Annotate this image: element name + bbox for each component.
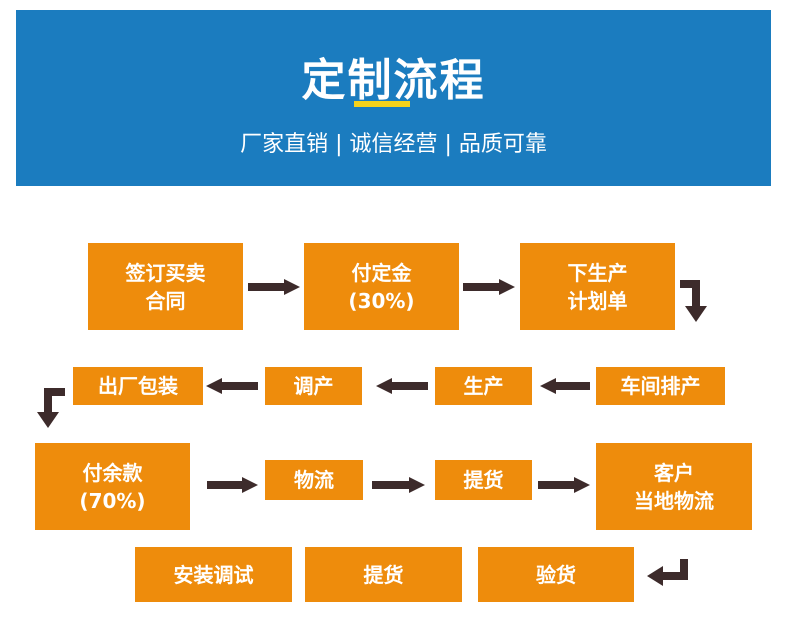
page-title: 定制流程 (301, 55, 486, 106)
arrow-right-icon (248, 279, 300, 295)
step-local-logistics: 客户 当地物流 (596, 443, 752, 530)
step-inspection: 验货 (478, 547, 634, 602)
arrow-left-icon (540, 378, 590, 394)
step-balance-payment: 付余款 (70%) (35, 443, 190, 530)
arrow-right-icon (463, 279, 515, 295)
arrow-bend-down-icon (680, 280, 707, 322)
arrow-right-icon (207, 477, 258, 493)
header-banner: 定制流程 厂家直销 | 诚信经营 | 品质可靠 (16, 10, 771, 186)
arrow-left-icon (376, 378, 428, 394)
step-adjust: 调产 (265, 367, 362, 405)
step-deposit: 付定金 (30%) (304, 243, 459, 330)
step-production: 生产 (435, 367, 532, 405)
arrow-return-left-icon (647, 559, 688, 586)
step-production-order: 下生产 计划单 (520, 243, 675, 330)
step-workshop-schedule: 车间排产 (596, 367, 725, 405)
title-underline (354, 101, 410, 107)
step-pickup-2: 提货 (305, 547, 462, 602)
step-sign-contract: 签订买卖 合同 (88, 243, 243, 330)
arrow-left-icon (206, 378, 258, 394)
page-subtitle: 厂家直销 | 诚信经营 | 品质可靠 (240, 132, 547, 157)
arrow-bend-down-icon (37, 388, 65, 428)
step-pickup: 提货 (435, 460, 532, 500)
arrow-right-icon (538, 477, 590, 493)
step-logistics: 物流 (265, 460, 363, 500)
step-packaging: 出厂包装 (73, 367, 203, 405)
step-installation: 安装调试 (135, 547, 292, 602)
arrow-right-icon (372, 477, 425, 493)
